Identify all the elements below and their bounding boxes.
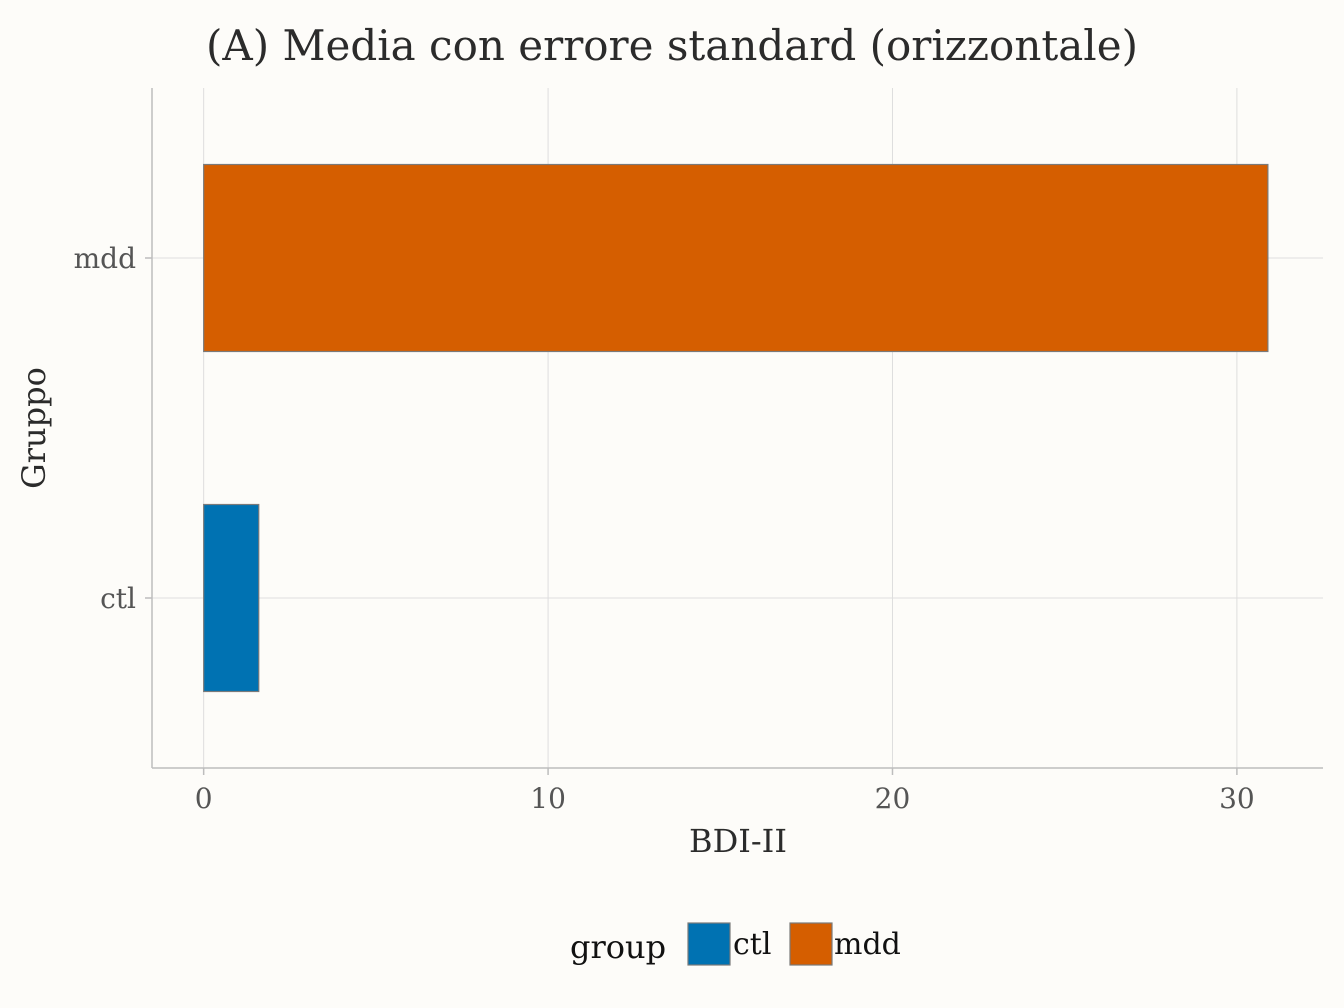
x-tick-label: 10 (530, 782, 566, 815)
axes: 0 10 20 30 ctl mdd (74, 88, 1323, 815)
legend: group ctl mdd (570, 922, 901, 966)
bars (203, 163, 1269, 693)
x-axis-title: BDI-II (689, 822, 787, 860)
bar-ctl (203, 503, 260, 693)
y-tick-label: mdd (74, 242, 136, 275)
legend-swatch-ctl (687, 922, 731, 966)
bar-mdd (203, 163, 1269, 353)
x-tick-label: 30 (1219, 782, 1255, 815)
legend-title: group (570, 928, 666, 966)
legend-label-mdd: mdd (834, 927, 901, 962)
x-tick-label: 20 (875, 782, 911, 815)
y-tick-label: ctl (100, 582, 136, 615)
legend-swatch-mdd (789, 922, 833, 966)
legend-label-ctl: ctl (733, 927, 771, 962)
y-axis-title: Gruppo (15, 367, 53, 489)
chart-title: (A) Media con errore standard (orizzonta… (206, 21, 1138, 70)
x-tick-label: 0 (195, 782, 213, 815)
